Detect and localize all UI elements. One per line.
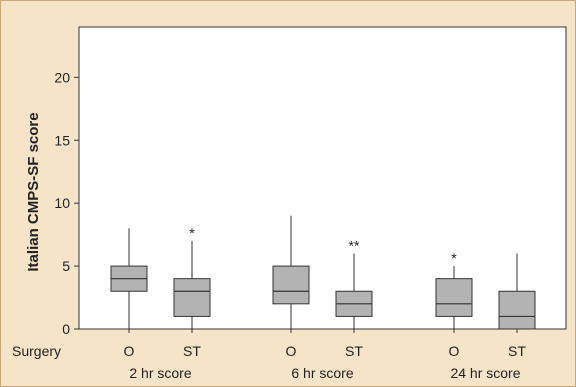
category-label: O — [286, 343, 297, 359]
y-axis: 0 5 10 15 20 — [54, 69, 79, 337]
box-body — [498, 290, 536, 330]
category-label: O — [124, 343, 135, 359]
y-tick-label: 0 — [62, 321, 70, 337]
group-label: 2 hr score — [129, 365, 191, 381]
box-24-hr-score-O: * — [435, 250, 473, 329]
x-labels: O ST 2 hr score O ST 6 hr score O ST 24 hr score — [124, 329, 526, 381]
box-2-hr-score-O — [110, 228, 148, 329]
box-6-hr-score-O — [272, 215, 310, 329]
group-label: 24 hr score — [450, 365, 520, 381]
group-label: 6 hr score — [291, 365, 353, 381]
y-tick-label: 20 — [54, 69, 70, 85]
category-label: ST — [508, 343, 526, 359]
category-label: ST — [183, 343, 201, 359]
y-tick-label: 10 — [54, 195, 70, 211]
category-label: O — [449, 343, 460, 359]
y-axis-title: Italian CMPS-SF score — [25, 112, 42, 271]
box-2-hr-score-ST: * — [173, 225, 211, 329]
significance-marker: * — [451, 250, 457, 266]
significance-marker: ** — [349, 238, 360, 254]
boxes: **** — [110, 215, 536, 330]
box-body — [435, 278, 473, 317]
surgery-row-label: Surgery — [12, 343, 61, 359]
significance-marker: * — [189, 225, 195, 241]
category-label: ST — [345, 343, 363, 359]
y-tick-label: 15 — [54, 132, 70, 148]
plot-area — [78, 26, 567, 330]
box-body — [173, 278, 211, 317]
y-tick-label: 5 — [62, 258, 70, 274]
box-body — [272, 265, 310, 305]
box-6-hr-score-ST: ** — [335, 238, 373, 329]
